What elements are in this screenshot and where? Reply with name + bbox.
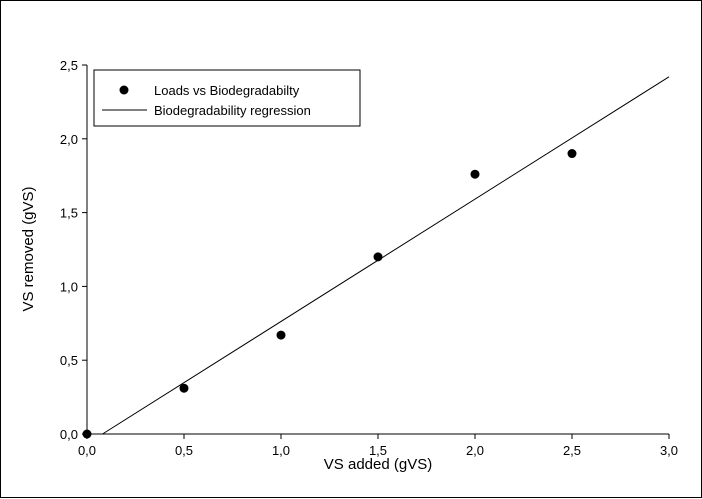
y-ticks: 0,0 0,5 1,0 1,5 2,0 2,5 [60,58,87,442]
legend-box [93,69,361,127]
legend-marker-scatter [119,85,129,95]
regression-line [102,76,670,435]
x-tick-label: 2,5 [563,443,581,458]
y-axis-title: VS removed (gVS) [20,186,37,311]
legend-label-regression: Biodegradability regression [154,103,311,118]
data-point [567,149,577,159]
data-point [470,169,480,179]
data-point [82,429,92,439]
x-tick-label: 2,0 [466,443,484,458]
y-tick-label: 1,0 [60,279,78,294]
x-tick-label: 1,0 [272,443,290,458]
legend: Loads vs Biodegradabilty Biodegradabilit… [93,69,361,127]
x-axis-title: VS added (gVS) [324,456,432,473]
data-point [179,383,189,393]
y-tick-label: 2,0 [60,132,78,147]
x-tick-label: 3,0 [660,443,678,458]
x-ticks: 0,0 0,5 1,0 1,5 2,0 2,5 3,0 [78,434,678,458]
x-tick-label: 1,5 [369,443,387,458]
y-tick-label: 0,5 [60,353,78,368]
x-tick-label: 0,0 [78,443,96,458]
y-tick-label: 1,5 [60,206,78,221]
y-tick-label: 0,0 [60,427,78,442]
data-point [373,252,383,262]
y-tick-label: 2,5 [60,58,78,73]
legend-label-scatter: Loads vs Biodegradabilty [154,83,300,98]
x-tick-label: 0,5 [175,443,193,458]
plot-area [82,76,670,439]
data-point [276,330,286,340]
